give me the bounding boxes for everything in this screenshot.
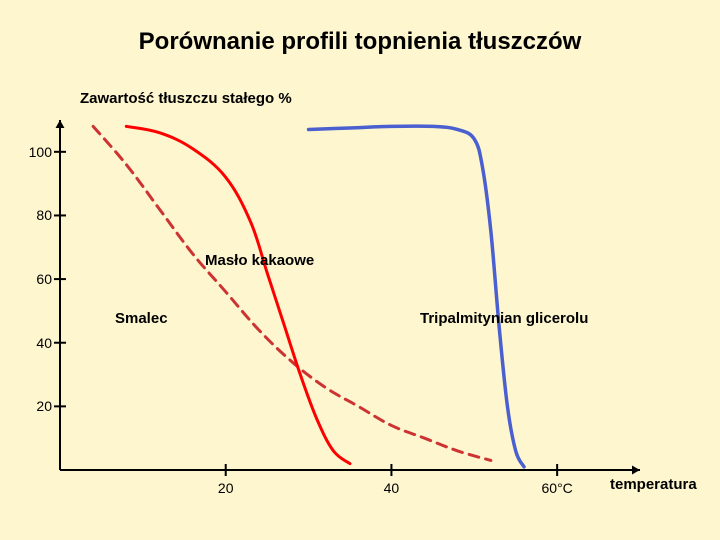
x-tick-label: 60°C xyxy=(527,480,587,496)
y-tick-label: 100 xyxy=(16,144,52,160)
chart-svg xyxy=(0,0,720,540)
x-tick-label: 20 xyxy=(196,480,256,496)
page-root: Porównanie profili topnienia tłuszczów Z… xyxy=(0,0,720,540)
series-label-smalec: Smalec xyxy=(115,310,168,327)
series-tripalmitynian xyxy=(309,126,524,467)
y-tick-label: 20 xyxy=(16,398,52,414)
y-tick-label: 80 xyxy=(16,207,52,223)
y-tick-label: 60 xyxy=(16,271,52,287)
series-smalec xyxy=(93,126,491,460)
series-maslo-kakaowe xyxy=(126,126,350,463)
series-label-maslo-kakaowe: Masło kakaowe xyxy=(205,252,314,269)
x-tick-label: 40 xyxy=(361,480,421,496)
series-label-tripalmitynian: Tripalmitynian glicerolu xyxy=(420,310,588,327)
y-tick-label: 40 xyxy=(16,335,52,351)
